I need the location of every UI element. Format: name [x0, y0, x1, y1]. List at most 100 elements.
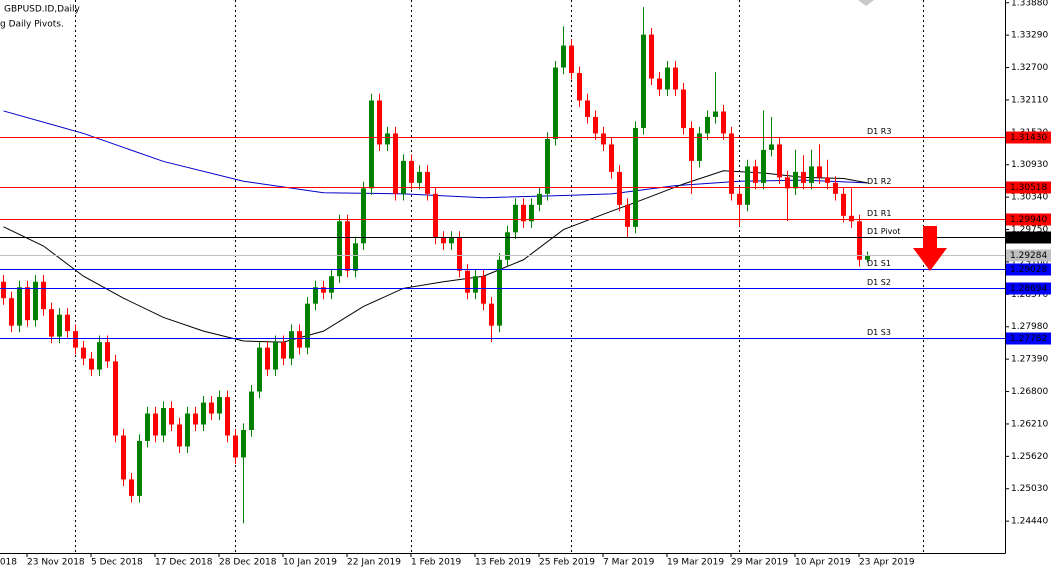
price-box-label: 1.29940 [1010, 215, 1047, 225]
chart-subtitle: g Daily Pivots. [0, 20, 64, 30]
candle-body [457, 237, 462, 271]
price-box [1006, 263, 1051, 276]
price-box-label: 1.30518 [1010, 183, 1047, 193]
price-box [1006, 231, 1051, 244]
candle-body [553, 67, 558, 139]
x-tick-label: 2018 [0, 558, 17, 568]
axes: 1.338801.332901.327001.321101.315201.309… [26, 0, 1051, 568]
y-tick-label: 1.30930 [1011, 160, 1048, 170]
candle-body [17, 287, 22, 326]
x-tick-label: 23 Apr 2019 [859, 558, 915, 568]
price-box-label: 1.27782 [1010, 334, 1047, 344]
candle-body [849, 215, 854, 222]
price-box-label: 1.29028 [1010, 265, 1047, 275]
candle-body [785, 177, 790, 189]
candle-body [625, 204, 630, 227]
x-tick-label: 13 Feb 2019 [475, 558, 531, 568]
candle-body [465, 270, 470, 293]
candle-body [401, 160, 406, 194]
candle-body [361, 188, 366, 244]
candle-body [233, 435, 238, 458]
candle-body [777, 144, 782, 178]
candle-body [833, 182, 838, 194]
pivot-label: D1 S1 [867, 259, 891, 268]
candle-body [609, 144, 614, 172]
pivot-label: D1 S3 [867, 328, 891, 337]
candle-body [769, 144, 774, 150]
candle-body [249, 391, 254, 430]
candle-body [185, 413, 190, 447]
moving-average [3, 170, 868, 343]
candle-body [473, 276, 478, 293]
candle-body [137, 440, 142, 496]
price-box-label: 1.28694 [1010, 284, 1047, 294]
y-tick-label: 1.32700 [1011, 63, 1048, 73]
candle-body [409, 160, 414, 183]
candle-body [241, 429, 246, 458]
candle-body [121, 435, 126, 480]
candle-body [737, 193, 742, 205]
candle-body [649, 34, 654, 79]
candle-body [689, 127, 694, 161]
candle-body [25, 287, 30, 321]
candle-body [81, 347, 86, 359]
corner-marker [858, 0, 874, 6]
candle-body [129, 479, 134, 496]
candle-body [561, 45, 566, 68]
candle-body [1, 281, 6, 299]
candle-body [513, 204, 518, 233]
candle-body [201, 402, 206, 425]
x-tick-label: 10 Apr 2019 [795, 558, 851, 568]
y-tick-label: 1.25030 [1011, 484, 1048, 494]
candle-body [713, 111, 718, 117]
candle-body [793, 171, 798, 189]
candle-body [593, 116, 598, 134]
pivot-label: D1 R1 [867, 209, 891, 218]
candle-body [89, 358, 94, 370]
pivot-label: D1 R3 [867, 127, 891, 136]
candle-body [545, 138, 550, 194]
x-tick-label: 29 Mar 2019 [731, 558, 788, 568]
x-tick-label: 22 Jan 2019 [347, 558, 401, 568]
candle-body [441, 237, 446, 244]
candle-body [217, 397, 222, 414]
candle-body [9, 298, 14, 326]
candle-body [209, 402, 214, 414]
y-tick-label: 1.28570 [1011, 290, 1048, 300]
candle-body [153, 413, 158, 436]
y-tick-label: 1.33290 [1011, 31, 1048, 41]
pivot-label: D1 R2 [867, 177, 891, 186]
candle-body [577, 73, 582, 101]
candle-body [617, 171, 622, 205]
candle-body [161, 408, 166, 436]
price-box [1006, 131, 1051, 144]
candle-body [481, 276, 486, 304]
candle-body [337, 221, 342, 277]
price-box [1006, 181, 1051, 194]
candle-body [825, 177, 830, 183]
candle-body [633, 127, 638, 227]
candle-body [569, 45, 574, 74]
candle-body [321, 287, 326, 293]
candle-body [105, 342, 110, 362]
candle-body [353, 243, 358, 271]
candle-body [729, 133, 734, 194]
x-tick-label: 10 Jan 2019 [283, 558, 337, 568]
candle-body [313, 287, 318, 304]
candle-body [433, 193, 438, 238]
y-tick-label: 1.33880 [1011, 0, 1048, 8]
candle-body [449, 237, 454, 244]
x-tick-label: 28 Dec 2018 [219, 558, 277, 568]
candle-body [281, 342, 286, 359]
candle-body [601, 133, 606, 145]
candle-body [809, 166, 814, 183]
price-box-label: 1.29606 [1010, 233, 1047, 243]
candle-body [41, 281, 46, 310]
candle-body [681, 89, 686, 128]
candle-body [425, 171, 430, 194]
candle-body [145, 413, 150, 441]
candle-body [49, 309, 54, 337]
candle-body [857, 221, 862, 260]
